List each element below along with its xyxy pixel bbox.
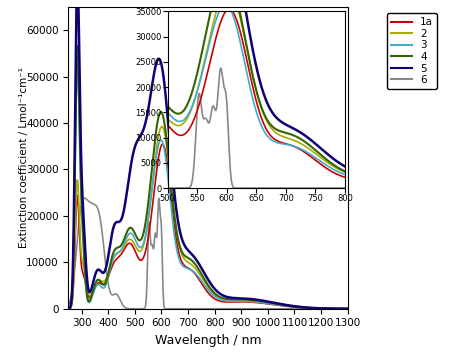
Y-axis label: Extinction coefficient / Lmol⁻¹cm⁻¹: Extinction coefficient / Lmol⁻¹cm⁻¹ xyxy=(19,67,29,249)
X-axis label: Wavelength / nm: Wavelength / nm xyxy=(155,334,261,347)
